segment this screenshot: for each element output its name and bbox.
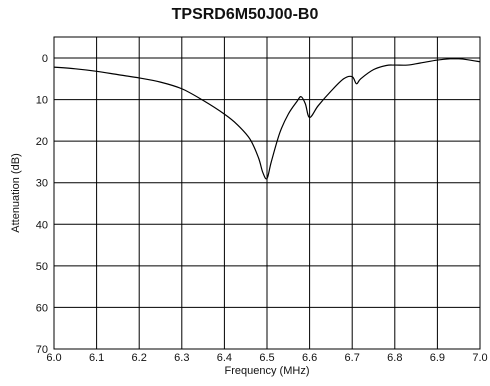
y-tick-label: 40	[36, 219, 48, 231]
y-tick-label: 70	[36, 344, 48, 356]
y-tick-label: 0	[42, 53, 48, 65]
x-tick-label: 6.1	[89, 352, 104, 364]
y-tick-labels: 0 10 20 30 40 50 60 70	[36, 53, 48, 356]
plot-frame	[53, 36, 481, 350]
y-tick-label: 50	[36, 261, 48, 273]
x-tick-label: 6.4	[217, 352, 232, 364]
x-tick-label: 6.8	[387, 352, 402, 364]
series-group	[53, 58, 481, 180]
chart-title: TPSRD6M50J00-B0	[171, 6, 319, 23]
y-axis-label: Attenuation (dB)	[10, 153, 22, 233]
x-tick-label: 6.5	[259, 352, 274, 364]
x-tick-label: 6.9	[430, 352, 445, 364]
x-tick-label: 6.7	[345, 352, 360, 364]
x-tick-label: 6.2	[132, 352, 147, 364]
x-tick-label: 6.3	[174, 352, 189, 364]
x-tick-label: 6.0	[46, 352, 61, 364]
y-tick-label: 10	[36, 95, 48, 107]
grid	[53, 37, 481, 350]
x-axis-label: Frequency (MHz)	[225, 365, 310, 377]
x-tick-label: 6.6	[302, 352, 317, 364]
x-tick-labels: 6.0 6.1 6.2 6.3 6.4 6.5 6.6 6.7 6.8 6.9 7.0	[46, 352, 487, 364]
x-tick-label: 7.0	[472, 352, 487, 364]
y-tick-label: 30	[36, 178, 48, 190]
attenuation-series-line	[53, 58, 481, 180]
y-tick-label: 20	[36, 136, 48, 148]
y-tick-label: 60	[36, 302, 48, 314]
